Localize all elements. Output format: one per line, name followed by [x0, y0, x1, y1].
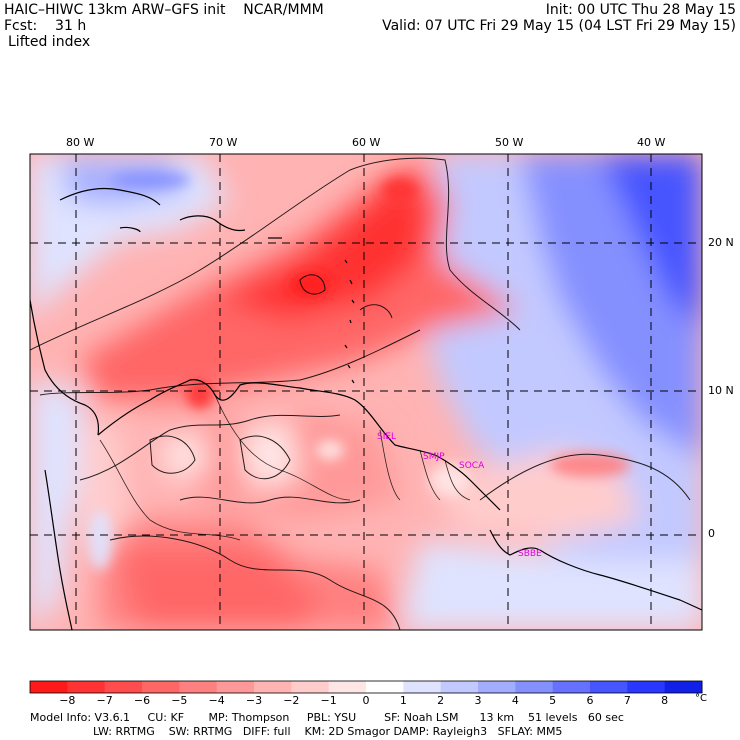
- lat-label-20n: 20 N: [708, 236, 734, 249]
- map-frame: [29, 153, 703, 631]
- forecast-hour: Fcst: 31 h: [4, 18, 87, 34]
- colorbar-swatch: [664, 681, 703, 693]
- lon-label-40w: 40 W: [637, 136, 666, 149]
- colorbar-frame: [29, 680, 703, 694]
- colorbar-tick-label: 8: [661, 694, 669, 707]
- map-field: [30, 154, 702, 630]
- colorbar-tick-label: 6: [586, 694, 594, 707]
- colorbar-swatch: [104, 681, 143, 693]
- colorbar-swatch: [590, 681, 628, 693]
- colorbar-swatch: [440, 681, 479, 693]
- colorbar-tick-label: −2: [283, 694, 300, 707]
- colorbar-tick-label: −6: [133, 694, 151, 707]
- colorbar-unit: °C: [695, 693, 707, 704]
- graticule: [30, 154, 702, 630]
- init-time: Init: 00 UTC Thu 28 May 15: [545, 2, 736, 18]
- model-title: HAIC–HIWC 13km ARW–GFS init NCAR/MMM: [4, 2, 324, 18]
- colorbar-swatch: [30, 681, 68, 693]
- colorbar-tick-label: 5: [549, 694, 557, 707]
- field-name: Lifted index: [8, 34, 91, 50]
- colorbar-tick-label: −5: [171, 694, 188, 707]
- colorbar-tick-label: −8: [59, 694, 76, 707]
- colorbar-tick-label: −1: [320, 694, 337, 707]
- colorbar-swatch: [403, 681, 442, 693]
- colorbar-swatch: [67, 681, 106, 693]
- lon-label-80w: 80 W: [66, 136, 95, 149]
- lat-label-10n: 10 N: [708, 384, 734, 397]
- colorbar-swatch: [366, 681, 404, 693]
- colorbar-tick-label: 4: [511, 694, 519, 707]
- colorbar-tick-label: 1: [399, 694, 407, 707]
- model-info-line2: LW: RRTMG SW: RRTMG DIFF: full KM: 2D Sm…: [30, 725, 563, 738]
- colorbar-tick-label: 3: [474, 694, 482, 707]
- colorbar: [29, 680, 703, 694]
- site-label-smjp: SMJP: [423, 452, 445, 462]
- colorbar-swatch: [179, 681, 218, 693]
- colorbar-swatch: [291, 681, 330, 693]
- colorbar-tick-label: −7: [96, 694, 113, 707]
- lon-label-70w: 70 W: [209, 136, 238, 149]
- colorbar-swatch: [515, 681, 554, 693]
- lon-label-60w: 60 W: [352, 136, 381, 149]
- contour-lines: [30, 157, 691, 630]
- site-label-siel: SIEL: [377, 432, 397, 442]
- colorbar-tick-label: −3: [245, 694, 263, 707]
- colorbar-swatch: [216, 681, 255, 693]
- colorbar-swatch: [552, 681, 591, 693]
- model-info-line1: Model Info: V3.6.1 CU: KF MP: Thompson P…: [30, 711, 624, 724]
- lon-label-50w: 50 W: [495, 136, 524, 149]
- colorbar-swatch: [478, 681, 516, 693]
- colorbar-swatch: [254, 681, 292, 693]
- colorbar-swatch: [142, 681, 180, 693]
- colorbar-swatch: [328, 681, 367, 693]
- colorbar-tick-label: 2: [437, 694, 445, 707]
- site-label-soca: SOCA: [459, 461, 485, 471]
- valid-time: Valid: 07 UTC Fri 29 May 15 (04 LST Fri …: [382, 18, 736, 34]
- colorbar-tick-label: 7: [623, 694, 631, 707]
- colorbar-swatch: [627, 681, 666, 693]
- lat-label-0: 0: [708, 527, 715, 540]
- colorbar-tick-label: 0: [362, 694, 370, 707]
- colorbar-tick-label: −4: [208, 694, 225, 707]
- site-label-sbbe: SBBE: [518, 549, 542, 559]
